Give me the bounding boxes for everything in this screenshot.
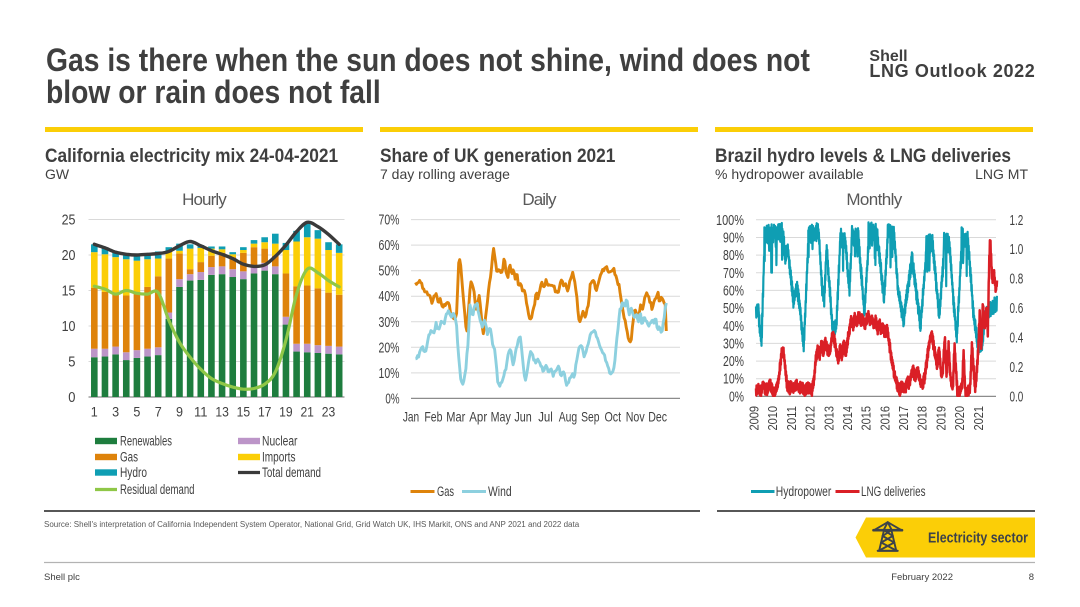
- svg-text:Nov: Nov: [626, 409, 645, 425]
- svg-text:2018: 2018: [916, 406, 930, 431]
- svg-text:Nuclear: Nuclear: [262, 434, 298, 449]
- svg-text:Renewables: Renewables: [120, 434, 172, 449]
- svg-text:Sep: Sep: [581, 409, 600, 425]
- svg-text:10: 10: [62, 319, 76, 335]
- svg-text:0: 0: [68, 390, 75, 406]
- svg-text:10%: 10%: [723, 372, 744, 388]
- svg-text:Apr: Apr: [469, 409, 487, 425]
- svg-text:1.0: 1.0: [1010, 242, 1024, 258]
- svg-text:2014: 2014: [841, 406, 855, 431]
- svg-text:9: 9: [176, 404, 183, 420]
- svg-text:0.6: 0.6: [1010, 301, 1024, 317]
- svg-text:25: 25: [62, 213, 76, 229]
- svg-text:Jan: Jan: [403, 409, 419, 425]
- svg-text:2019: 2019: [934, 406, 948, 431]
- svg-text:70%: 70%: [723, 266, 744, 282]
- svg-text:2011: 2011: [785, 406, 799, 431]
- svg-text:23: 23: [322, 404, 336, 420]
- svg-text:Gas: Gas: [437, 484, 454, 499]
- svg-text:May: May: [491, 409, 511, 425]
- svg-text:0.2: 0.2: [1010, 360, 1024, 376]
- svg-text:17: 17: [258, 404, 272, 420]
- svg-text:5: 5: [68, 355, 75, 371]
- svg-text:15: 15: [62, 284, 76, 300]
- svg-text:2016: 2016: [878, 406, 892, 431]
- svg-text:50%: 50%: [723, 301, 744, 317]
- svg-text:2010: 2010: [766, 406, 780, 431]
- svg-text:2020: 2020: [953, 406, 967, 431]
- svg-text:70%: 70%: [379, 213, 400, 229]
- svg-text:10%: 10%: [379, 366, 400, 382]
- svg-text:30%: 30%: [379, 315, 400, 331]
- svg-text:Hydro: Hydro: [120, 465, 147, 480]
- svg-text:11: 11: [194, 404, 208, 420]
- svg-text:13: 13: [215, 404, 229, 420]
- svg-text:40%: 40%: [723, 319, 744, 335]
- svg-text:3: 3: [112, 404, 119, 420]
- svg-text:Feb: Feb: [424, 409, 442, 425]
- svg-text:50%: 50%: [379, 264, 400, 280]
- svg-text:2021: 2021: [972, 406, 986, 431]
- svg-text:Oct: Oct: [604, 409, 621, 425]
- svg-text:5: 5: [133, 404, 140, 420]
- svg-text:Jul: Jul: [538, 409, 553, 425]
- svg-text:20%: 20%: [379, 340, 400, 356]
- svg-text:1: 1: [91, 404, 98, 420]
- svg-text:0%: 0%: [385, 391, 399, 407]
- svg-text:2015: 2015: [860, 406, 874, 431]
- svg-text:7: 7: [155, 404, 162, 420]
- svg-text:90%: 90%: [723, 231, 744, 247]
- svg-text:Imports: Imports: [262, 450, 296, 465]
- svg-text:Total demand: Total demand: [262, 465, 321, 480]
- svg-text:Jun: Jun: [514, 409, 531, 425]
- svg-text:0.0: 0.0: [1010, 389, 1024, 405]
- svg-text:Residual demand: Residual demand: [120, 482, 195, 497]
- svg-text:20: 20: [62, 248, 76, 264]
- svg-text:2012: 2012: [804, 406, 818, 431]
- svg-text:0.8: 0.8: [1010, 272, 1024, 288]
- svg-text:15: 15: [237, 404, 251, 420]
- svg-text:21: 21: [300, 404, 314, 420]
- svg-text:Aug: Aug: [559, 409, 577, 425]
- svg-text:0%: 0%: [729, 389, 744, 405]
- svg-text:Dec: Dec: [648, 409, 667, 425]
- svg-text:100%: 100%: [716, 213, 744, 229]
- svg-text:60%: 60%: [379, 238, 400, 254]
- svg-text:80%: 80%: [723, 248, 744, 264]
- svg-text:2017: 2017: [897, 406, 911, 431]
- svg-text:Mar: Mar: [446, 409, 465, 425]
- svg-text:Hydropower: Hydropower: [776, 484, 832, 499]
- svg-text:2009: 2009: [748, 406, 762, 431]
- svg-text:40%: 40%: [379, 289, 400, 305]
- svg-text:Electricity sector: Electricity sector: [928, 530, 1028, 547]
- svg-text:LNG deliveries: LNG deliveries: [861, 484, 926, 499]
- svg-text:2013: 2013: [822, 406, 836, 431]
- svg-text:60%: 60%: [723, 283, 744, 299]
- svg-text:1.2: 1.2: [1010, 213, 1024, 229]
- svg-text:20%: 20%: [723, 354, 744, 370]
- svg-text:0.4: 0.4: [1010, 331, 1024, 347]
- svg-text:Gas: Gas: [120, 450, 138, 465]
- svg-text:Wind: Wind: [488, 484, 512, 499]
- svg-text:30%: 30%: [723, 336, 744, 352]
- svg-text:19: 19: [279, 404, 293, 420]
